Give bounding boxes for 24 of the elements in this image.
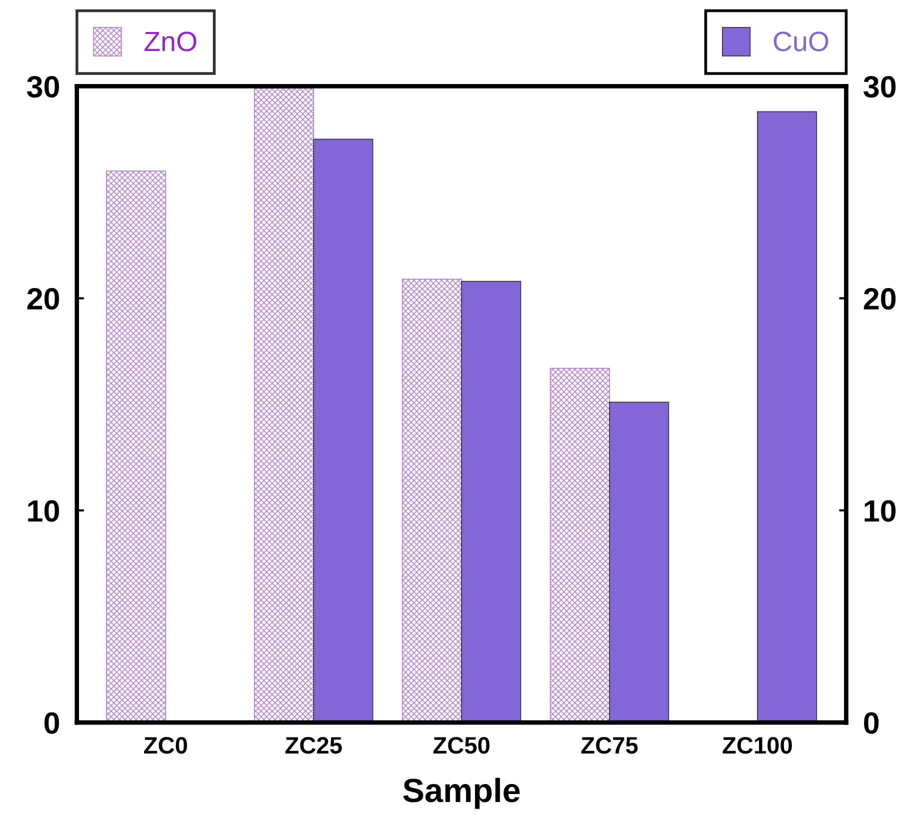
y-tick-label: 10: [28, 500, 60, 522]
x-tick-label: ZC50: [433, 736, 490, 754]
y2-tick-label: 30: [864, 76, 896, 98]
x-tick-label: ZC75: [581, 736, 638, 754]
x-tick-label: ZC0: [144, 736, 188, 754]
x-tick-label: ZC100: [722, 736, 792, 754]
legend-label: ZnO: [144, 32, 196, 52]
bar: [461, 280, 522, 722]
y2-tick-label: 10: [864, 500, 896, 522]
y2-tick-label: 0: [864, 712, 879, 734]
bar: [550, 368, 610, 722]
bar: [402, 278, 462, 722]
y-tick-label: 0: [44, 712, 60, 734]
bar: [609, 402, 670, 722]
y-tick-label: 20: [27, 288, 60, 310]
x-axis-title: Sample: [403, 778, 520, 809]
x-tick-label: ZC25: [285, 736, 342, 754]
bar: [313, 138, 374, 722]
y2-tick-label: 20: [864, 288, 896, 310]
y-tick-label: 30: [26, 76, 60, 98]
legend-label: CuO: [774, 32, 828, 52]
bar: [756, 111, 818, 722]
bar: [106, 170, 166, 722]
bar: [254, 88, 314, 722]
